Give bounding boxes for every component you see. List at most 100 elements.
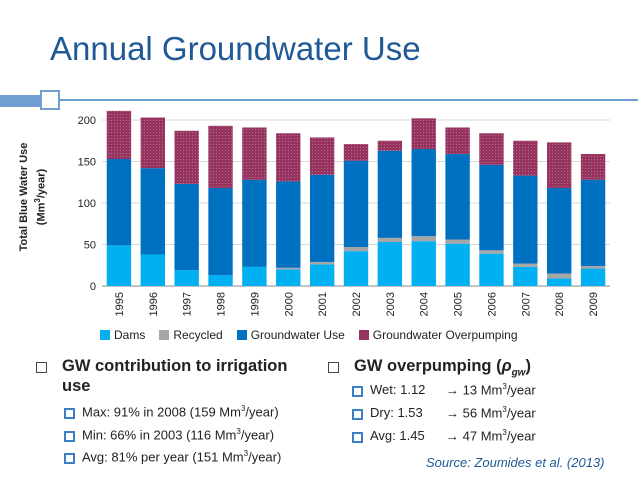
x-tick-label: 1997 <box>182 292 194 316</box>
bar-segment-groundwater-use <box>580 179 606 267</box>
bar-segment-dams <box>513 266 538 286</box>
legend-swatch-recycled <box>159 330 170 340</box>
bar-segment-recycled <box>513 263 538 267</box>
x-tick-label: 2007 <box>520 292 532 316</box>
bar-segment-recycled <box>479 250 504 254</box>
bar-segment-groundwater-overpumping <box>208 125 233 189</box>
arrow-right-icon: → <box>446 382 459 398</box>
y-tick-label: 50 <box>84 240 96 252</box>
bar-segment-groundwater-overpumping <box>479 133 504 165</box>
bullet-small-square-icon <box>64 453 75 464</box>
legend-label-groundwater-use: Groundwater Use <box>250 328 345 342</box>
legend-item-groundwater-overpumping: Groundwater Overpumping <box>358 328 518 342</box>
bar-segment-groundwater-overpumping <box>411 118 436 150</box>
bar-segment-dams <box>106 245 132 286</box>
x-tick-label: 1999 <box>249 292 261 316</box>
y-tick-label: 200 <box>78 115 96 127</box>
legend-item-recycled: Recycled <box>159 328 223 342</box>
bar-segment-groundwater-overpumping <box>377 140 403 151</box>
bar-segment-groundwater-use <box>377 150 403 238</box>
x-tick-label: 2006 <box>486 292 498 316</box>
y-tick-label: 100 <box>78 198 96 210</box>
left-heading-line1: GW contribution to irrigation <box>62 357 288 375</box>
x-tick-label: 2005 <box>453 292 465 316</box>
legend-label-recycled: Recycled <box>173 328 223 342</box>
legend-swatch-groundwater-use <box>236 330 247 340</box>
bar-segment-groundwater-use <box>208 188 233 276</box>
bar-segment-recycled <box>343 246 369 252</box>
x-tick-label: 2008 <box>554 292 566 316</box>
bar-segment-groundwater-overpumping <box>580 154 606 180</box>
bar-segment-dams <box>309 264 335 286</box>
bar-segment-dams <box>208 275 233 286</box>
source-citation: Source: Zoumides et al. (2013) <box>426 455 605 470</box>
bar-segment-groundwater-overpumping <box>445 127 470 155</box>
bar-segment-dams <box>377 242 403 286</box>
bar-segment-dams <box>580 268 606 286</box>
x-tick-label: 2009 <box>588 292 600 316</box>
x-tick-label: 2002 <box>351 292 363 316</box>
bar-segment-groundwater-use <box>445 154 470 240</box>
y-tick-label: 0 <box>90 281 96 293</box>
legend-swatch-dams <box>100 330 110 340</box>
bar-segment-groundwater-use <box>174 183 199 271</box>
x-tick-label: 1996 <box>148 292 160 316</box>
bar-segment-dams <box>343 251 369 286</box>
bar-segment-recycled <box>411 236 436 242</box>
x-tick-label: 1998 <box>216 292 228 316</box>
bar-segment-groundwater-use <box>547 188 572 274</box>
bar-segment-groundwater-use <box>140 168 165 255</box>
bar-segment-groundwater-use <box>242 179 267 267</box>
legend-item-dams: Dams <box>100 328 145 342</box>
bullet-small-square-icon <box>64 408 75 419</box>
bar-segment-groundwater-overpumping <box>140 117 165 169</box>
bar-segment-groundwater-use <box>276 181 301 268</box>
title-rule-left <box>0 95 40 107</box>
bar-segment-groundwater-use <box>513 175 538 264</box>
bar-segment-groundwater-overpumping <box>547 142 572 189</box>
bar-segment-recycled <box>276 267 301 270</box>
bullet-small-square-icon <box>64 431 75 442</box>
arrow-right-icon: → <box>446 428 459 444</box>
bar-segment-recycled <box>377 237 403 243</box>
bar-segment-groundwater-overpumping <box>106 110 132 160</box>
bar-segment-groundwater-use <box>343 160 369 247</box>
bar-segment-groundwater-use <box>106 159 132 246</box>
x-tick-label: 2000 <box>283 292 295 316</box>
legend-swatch-groundwater-overpumping <box>358 330 369 340</box>
bar-segment-groundwater-overpumping <box>513 140 538 176</box>
bar-segment-dams <box>242 266 267 286</box>
left-heading-line2: use <box>62 377 91 395</box>
bullet-small-square-icon <box>352 432 363 443</box>
bar-segment-recycled <box>445 239 470 244</box>
legend-label-groundwater-overpumping: Groundwater Overpumping <box>372 328 518 342</box>
bar-segment-dams <box>140 254 165 286</box>
bar-segment-groundwater-overpumping <box>309 137 335 175</box>
page-title: Annual Groundwater Use <box>50 30 421 67</box>
bar-segment-dams <box>547 278 572 286</box>
bullet-small-square-icon <box>352 386 363 397</box>
bar-segment-groundwater-use <box>411 149 436 237</box>
bullet-square-icon <box>36 362 47 373</box>
bar-segment-dams <box>174 270 199 286</box>
bar-segment-recycled <box>580 266 606 269</box>
chart-legend: Dams Recycled Groundwater Use Groundwate… <box>100 328 518 342</box>
bar-segment-groundwater-overpumping <box>242 127 267 180</box>
title-rule-box <box>40 90 60 110</box>
x-tick-label: 2001 <box>317 292 329 316</box>
bullet-small-square-icon <box>352 409 363 420</box>
bar-segment-recycled <box>547 273 572 279</box>
bar-segment-dams <box>411 241 436 286</box>
x-tick-label: 1995 <box>114 292 126 316</box>
y-tick-label: 150 <box>78 157 96 169</box>
stacked-bar-chart: 0 50 100 150 200 1995 1996 1997 1998 1999 2000 2001… <box>78 110 610 316</box>
bar-segment-groundwater-use <box>479 164 504 251</box>
bar-segment-groundwater-overpumping <box>343 144 369 161</box>
bar-segment-dams <box>276 269 301 286</box>
bar-segment-groundwater-overpumping <box>276 133 301 182</box>
arrow-right-icon: → <box>446 405 459 421</box>
bar-segment-dams <box>479 253 504 286</box>
legend-label-dams: Dams <box>114 328 146 342</box>
bar-segment-groundwater-use <box>309 174 335 262</box>
bar-segment-dams <box>445 243 470 286</box>
